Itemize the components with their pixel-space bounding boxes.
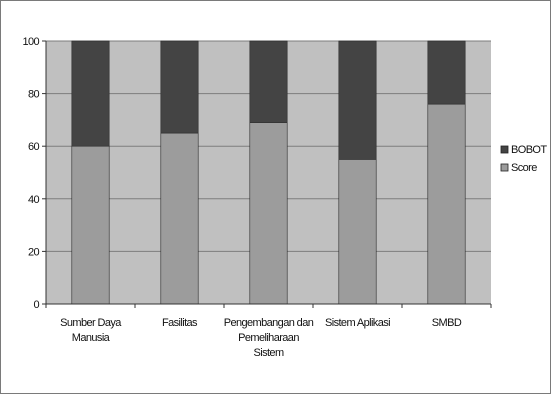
axes bbox=[42, 40, 492, 308]
bar-bobot-3 bbox=[338, 40, 377, 160]
category-label: Pengembangan dan Pemeliharaan Sistem bbox=[224, 317, 314, 359]
bar-score-0 bbox=[71, 145, 110, 305]
bar-bobot-1 bbox=[160, 40, 199, 134]
legend-swatch-bobot bbox=[500, 145, 509, 154]
legend-swatch-score bbox=[500, 163, 509, 172]
y-tick-label: 40 bbox=[28, 194, 40, 206]
y-tick-label: 100 bbox=[22, 36, 39, 48]
legend-label-score: Score bbox=[511, 162, 537, 174]
y-tick-label: 60 bbox=[28, 141, 40, 153]
category-label: SMBD bbox=[432, 317, 462, 329]
bar-bobot-2 bbox=[249, 40, 288, 123]
bar-bobot-0 bbox=[71, 40, 110, 147]
category-label: Fasilitas bbox=[162, 317, 198, 329]
y-tick-label: 0 bbox=[33, 299, 39, 311]
bars bbox=[71, 40, 466, 305]
legend: BOBOT Score bbox=[500, 144, 548, 174]
legend-label-bobot: BOBOT bbox=[511, 144, 547, 156]
bar-bobot-4 bbox=[427, 40, 466, 105]
bar-score-3 bbox=[338, 159, 377, 305]
y-tick-labels: 0 20 40 60 80 100 bbox=[22, 36, 40, 311]
category-labels: Sumber Daya Manusia Fasilitas Pengembangan … bbox=[60, 317, 462, 359]
y-tick-label: 20 bbox=[28, 246, 40, 258]
bar-score-2 bbox=[249, 122, 288, 305]
bar-score-4 bbox=[427, 103, 466, 305]
category-label: Sumber Daya Manusia bbox=[60, 317, 122, 344]
category-label: Sistem Aplikasi bbox=[325, 317, 390, 329]
bar-score-1 bbox=[160, 132, 199, 305]
y-tick-label: 80 bbox=[28, 89, 40, 101]
